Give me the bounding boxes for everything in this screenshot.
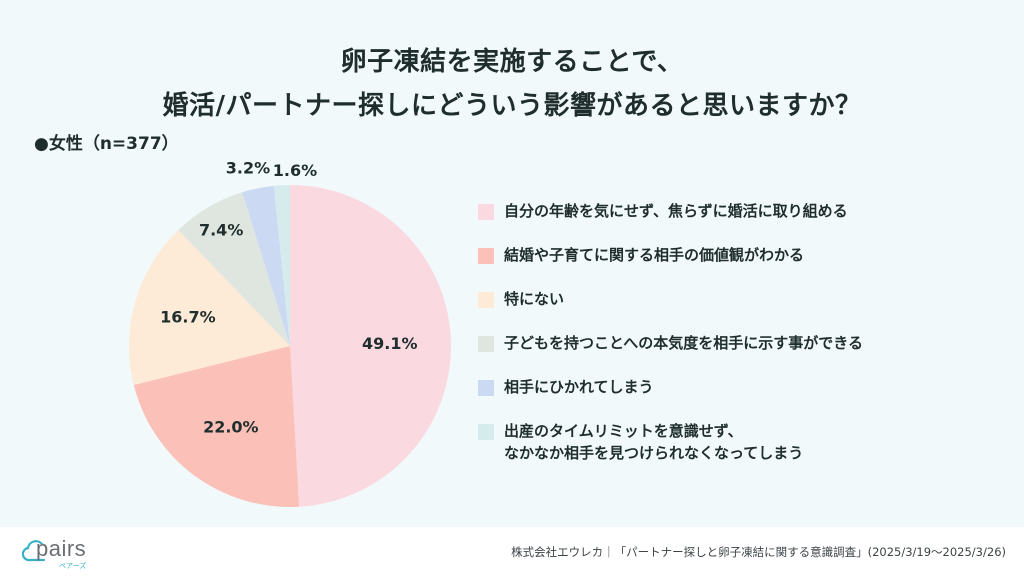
slice-label: 22.0% [203, 417, 259, 436]
title-line-2: 婚活/パートナー探しにどういう影響があると思いますか？ [162, 91, 862, 121]
legend-label: 結婚や子育てに関する相手の価値観がわかる [504, 246, 805, 264]
legend-item: 特にない [478, 288, 998, 310]
sample-size-label: ●女性（n=377） [34, 134, 179, 154]
pairs-logo: pairs ペアーズ [22, 536, 112, 572]
logo-subtext: ペアーズ [59, 562, 87, 570]
slice-label: 3.2% [226, 158, 270, 177]
legend-label: 子どもを持つことへの本気度を相手に示す事ができる [504, 334, 863, 352]
cloud-icon [22, 540, 46, 562]
pie-slice [290, 185, 452, 507]
legend-label: 自分の年齢を気にせず、焦らずに婚活に取り組める [504, 202, 848, 220]
legend-label: 相手にひかれてしまう [504, 378, 654, 396]
pie-slice [273, 185, 290, 346]
slice-label: 49.1% [362, 334, 418, 353]
legend-item: 子どもを持つことへの本気度を相手に示す事ができる [478, 332, 998, 354]
legend-swatch [478, 380, 494, 396]
legend-item: 出産のタイムリミットを意識せず、 なかなか相手を見つけられなくなってしまう [478, 420, 998, 464]
slice-label: 7.4% [199, 221, 243, 240]
legend-swatch [478, 248, 494, 264]
pie-slice [129, 230, 290, 386]
slice-label: 16.7% [160, 308, 216, 327]
legend-item: 結婚や子育てに関する相手の価値観がわかる [478, 244, 998, 266]
title-line-1: 卵子凍結を実施することで、 [340, 47, 684, 77]
source-note: 株式会社エウレカ｜「パートナー探しと卵子凍結に関する意識調査」(2025/3/1… [511, 545, 1006, 559]
legend-label: 特にない [504, 290, 565, 308]
slice-label: 1.6% [273, 161, 317, 180]
logo-text: pairs [36, 536, 87, 561]
legend-swatch [478, 292, 494, 308]
chart-title: 卵子凍結を実施することで、 婚活/パートナー探しにどういう影響があると思いますか… [0, 40, 1024, 128]
legend-swatch [478, 424, 494, 440]
pie-slice [133, 346, 300, 507]
legend-label: 出産のタイムリミットを意識せず、 なかなか相手を見つけられなくなってしまう [504, 422, 804, 462]
pie-slice [178, 192, 290, 346]
legend-swatch [478, 204, 494, 220]
legend: 自分の年齢を気にせず、焦らずに婚活に取り組める 結婚や子育てに関する相手の価値観が… [478, 200, 998, 486]
legend-item: 自分の年齢を気にせず、焦らずに婚活に取り組める [478, 200, 998, 222]
pie-slice [242, 185, 290, 346]
legend-swatch [478, 336, 494, 352]
legend-item: 相手にひかれてしまう [478, 376, 998, 398]
